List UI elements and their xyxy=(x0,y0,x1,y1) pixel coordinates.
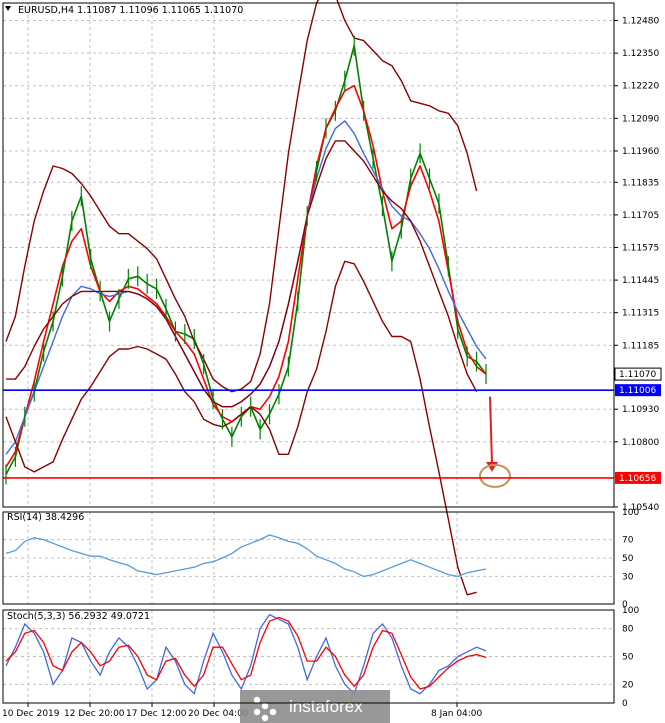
stoch-tick-label: 50 xyxy=(622,653,634,663)
pane-frame-1 xyxy=(2,511,615,605)
time-tick-label: 10 Dec 2019 xyxy=(2,709,60,719)
rsi-tick-label: 70 xyxy=(622,536,634,546)
time-tick-label: 8 Jan 04:00 xyxy=(431,709,483,719)
logo-dot-4 xyxy=(269,708,277,716)
stoch-pane: 100 80 50 20 0 xyxy=(3,606,639,709)
price-tick-label: 1.11835 xyxy=(622,178,659,188)
rsi-label: RSI(14) 38.4296 xyxy=(7,512,84,523)
main-price-axis: 1.12480 1.12350 1.12220 1.12090 1.11960 1.118… xyxy=(614,17,659,513)
price-tick-label: 1.10540 xyxy=(622,503,659,513)
stoch-signal-line xyxy=(5,616,487,690)
target-arrow-line xyxy=(489,396,493,464)
price-tick-label: 1.10930 xyxy=(622,405,659,415)
levels: 1.11070 1.11006 1.10656 xyxy=(3,367,662,484)
pane-frame-2 xyxy=(2,609,615,704)
stoch-tick-label: 80 xyxy=(622,625,634,635)
logo-dot-3 xyxy=(253,708,261,716)
price-tick-label: 1.11960 xyxy=(622,147,659,157)
instaforex-watermark: instaforex xyxy=(240,690,390,723)
rsi-tick-label: 30 xyxy=(622,572,634,582)
price-tick-label: 1.12220 xyxy=(622,82,659,92)
time-tick-label: 20 Dec 04:00 xyxy=(188,709,249,719)
price-series-3 xyxy=(5,0,478,393)
level-tag xyxy=(615,471,661,484)
instaforex-logo-icon xyxy=(253,696,277,722)
price-tick-label: 1.11315 xyxy=(622,309,659,319)
rsi-tick-label: 0 xyxy=(622,600,628,610)
price-tick-label: 1.12090 xyxy=(622,114,659,124)
price-tick-label: 1.10800 xyxy=(622,438,659,448)
level-tag xyxy=(615,384,661,397)
price-tick-label: 1.11575 xyxy=(622,243,659,253)
level-tag-label: 1.11070 xyxy=(619,370,656,380)
rsi-pane: 100 70 50 30 0 xyxy=(3,508,639,610)
main-plot xyxy=(5,0,511,596)
level-tag-label: 1.10656 xyxy=(619,474,656,484)
main-header: EURUSD,H4 1.11087 1.11096 1.11065 1.1107… xyxy=(18,5,243,16)
menu-triangle-icon[interactable] xyxy=(5,6,11,11)
watermark-text: instaforex xyxy=(289,697,363,716)
level-tag-label: 1.11006 xyxy=(619,386,656,396)
price-tick-label: 1.11445 xyxy=(622,276,659,286)
logo-dot-2 xyxy=(261,702,269,710)
price-tick-label: 1.11185 xyxy=(622,341,659,351)
level-tag xyxy=(614,367,662,381)
pane-frame-0 xyxy=(2,2,615,508)
logo-dot-5 xyxy=(261,714,269,722)
stoch-label: Stoch(5,3,3) 56.2932 49.0721 xyxy=(7,611,150,622)
rsi-tick-label: 100 xyxy=(622,508,639,518)
price-tick-label: 1.12480 xyxy=(622,17,659,27)
time-axis: 10 Dec 2019 12 Dec 20:00 17 Dec 12:00 20 De… xyxy=(2,703,483,719)
time-tick-label: 17 Dec 12:00 xyxy=(126,709,187,719)
price-series-4 xyxy=(6,140,478,408)
rsi-tick-label: 50 xyxy=(622,554,634,564)
price-tick-label: 1.12350 xyxy=(622,49,659,59)
target-ellipse xyxy=(479,463,511,488)
price-tick-label: 1.11705 xyxy=(622,211,659,221)
logo-dot-1 xyxy=(253,696,261,704)
rsi-line xyxy=(5,534,487,578)
time-tick-label: 12 Dec 20:00 xyxy=(64,709,125,719)
stoch-tick-label: 20 xyxy=(622,680,634,690)
stoch-tick-label: 100 xyxy=(622,606,639,616)
stoch-tick-label: 0 xyxy=(622,699,628,709)
